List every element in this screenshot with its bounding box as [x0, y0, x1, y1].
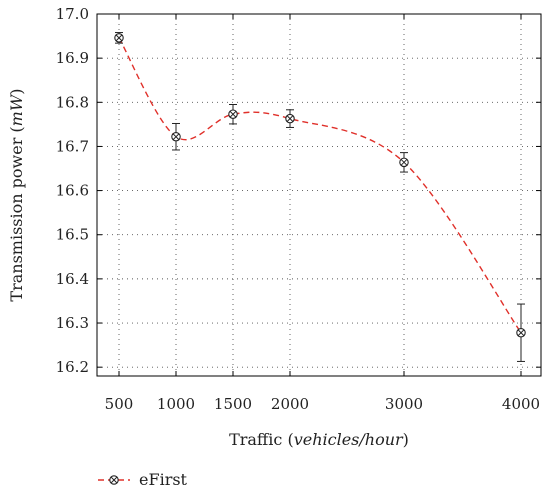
x-axis-label: Traffic (vehicles/hour)	[229, 430, 409, 449]
y-axis: 16.2 16.3 16.4 16.5 16.6 16.7 16.8 16.9 17.0	[56, 5, 541, 376]
data-point	[171, 131, 181, 142]
y-tick-label: 16.3	[56, 314, 89, 332]
legend: eFirst	[98, 470, 188, 489]
legend-marker-icon	[109, 475, 119, 485]
data-point	[516, 327, 526, 338]
data-point	[114, 33, 124, 43]
data-point	[228, 109, 238, 119]
y-tick-label: 16.4	[56, 270, 89, 288]
x-tick-label: 1500	[214, 395, 252, 413]
data-point	[285, 113, 295, 124]
series-line-efirst	[118, 37, 522, 334]
y-tick-label: 16.7	[56, 137, 89, 155]
y-tick-label: 16.6	[56, 182, 89, 200]
data-point	[399, 157, 409, 168]
grid	[97, 14, 541, 376]
x-axis: 500 1000 1500 2000 3000 4000	[105, 14, 540, 413]
legend-label-efirst: eFirst	[139, 470, 188, 489]
y-tick-label: 16.2	[56, 358, 89, 376]
y-tick-label: 16.5	[56, 226, 89, 244]
x-tick-label: 2000	[271, 395, 309, 413]
x-tick-label: 3000	[385, 395, 423, 413]
x-tick-label: 500	[105, 395, 134, 413]
plot-frame	[96, 13, 542, 377]
data-markers	[114, 33, 526, 338]
x-tick-label: 4000	[502, 395, 540, 413]
y-tick-label: 16.8	[56, 93, 89, 111]
y-tick-label: 17.0	[56, 5, 89, 23]
error-bars	[115, 32, 525, 362]
y-axis-label: Transmission power (mW)	[7, 88, 26, 301]
y-tick-label: 16.9	[56, 49, 89, 67]
x-tick-label: 1000	[157, 395, 195, 413]
